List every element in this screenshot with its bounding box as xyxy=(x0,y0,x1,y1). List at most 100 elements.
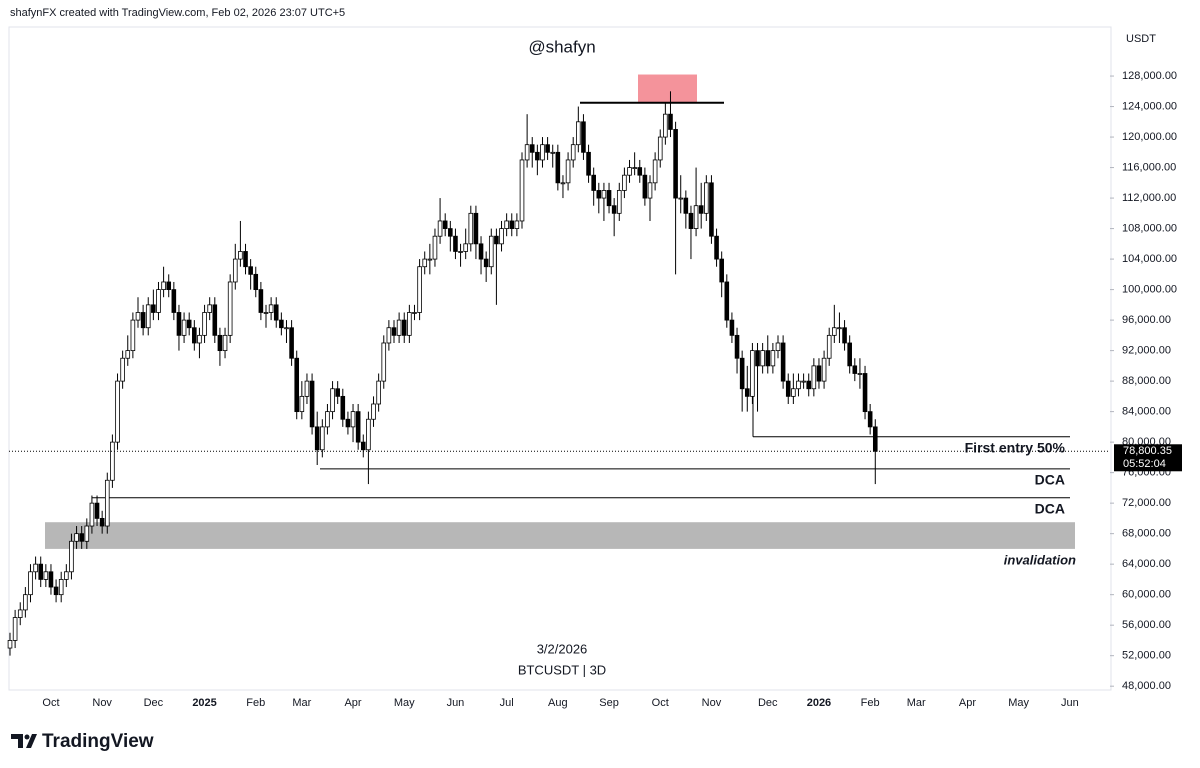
candle-body xyxy=(110,441,115,481)
candle-body xyxy=(791,388,796,397)
y-unit: USDT xyxy=(1126,33,1156,45)
invalidation-zone xyxy=(45,522,1075,549)
y-tick-label: 48,000.00 xyxy=(1122,680,1171,692)
x-tick-label: Mar xyxy=(292,697,311,709)
candle-body xyxy=(74,533,79,542)
candle-body xyxy=(432,235,438,260)
candle-body xyxy=(576,121,581,146)
y-tick-label: 88,000.00 xyxy=(1122,375,1171,387)
candle-body xyxy=(586,151,591,176)
y-tick-label: 128,000.00 xyxy=(1122,70,1177,82)
y-tick-label: 112,000.00 xyxy=(1122,192,1176,204)
level-label: DCA xyxy=(1035,501,1065,517)
candle-body xyxy=(734,334,740,359)
candle-body xyxy=(570,144,576,161)
candle-body xyxy=(683,197,689,214)
candle-body xyxy=(837,327,842,330)
candle-body xyxy=(581,121,586,153)
chart-title: @shafyn xyxy=(528,37,595,56)
candle-body xyxy=(453,235,458,252)
candle-body xyxy=(340,395,346,420)
candle-body xyxy=(832,327,837,336)
candle-body xyxy=(821,357,827,382)
candle-body xyxy=(181,319,187,336)
y-tick-label: 52,000.00 xyxy=(1122,650,1171,662)
y-tick-label: 96,000.00 xyxy=(1122,314,1171,326)
candle-body xyxy=(345,418,351,428)
candle-body xyxy=(222,334,228,352)
candle-body xyxy=(33,563,38,573)
candle-body xyxy=(58,579,64,596)
candle-body xyxy=(217,334,223,352)
candle-body xyxy=(862,373,868,413)
candle-body xyxy=(350,411,356,428)
candle-body xyxy=(335,388,340,397)
x-tick-label: Dec xyxy=(144,697,164,709)
candle-body xyxy=(842,327,847,344)
y-tick-label: 104,000.00 xyxy=(1122,253,1177,265)
candle-body xyxy=(166,281,172,290)
candle-body xyxy=(847,342,852,367)
candle-body xyxy=(386,327,392,344)
candle-body xyxy=(826,334,832,359)
candle-body xyxy=(284,327,289,330)
candle-body xyxy=(663,113,668,138)
candle-body xyxy=(401,319,407,336)
candle-body xyxy=(227,281,233,336)
y-tick-label: 92,000.00 xyxy=(1122,345,1171,357)
candle-body xyxy=(744,388,750,397)
candle-body xyxy=(304,380,310,397)
candle-body xyxy=(473,212,479,245)
candle-body xyxy=(125,350,131,359)
zone-label: invalidation xyxy=(1004,552,1076,567)
candle-body xyxy=(273,304,279,321)
candle-body xyxy=(442,220,448,229)
logo: TradingView xyxy=(11,731,154,752)
candle-body xyxy=(176,312,182,336)
candle-body xyxy=(294,357,300,413)
candle-body xyxy=(289,327,294,359)
candle-body xyxy=(529,144,535,153)
candle-body xyxy=(115,380,120,443)
candle-body xyxy=(755,350,760,367)
candle-body xyxy=(355,411,361,443)
x-tick-label: 2025 xyxy=(192,697,216,709)
supply-zone xyxy=(638,74,697,103)
x-tick-label: Feb xyxy=(861,697,880,709)
candle-body xyxy=(309,380,315,428)
candle-body xyxy=(412,312,417,314)
x-tick-label: Apr xyxy=(344,697,361,709)
candle-body xyxy=(186,319,192,329)
candle-body xyxy=(555,151,561,184)
candle-body xyxy=(668,113,673,130)
x-tick-label: Nov xyxy=(92,697,112,709)
candle-body xyxy=(596,190,602,199)
candle-body xyxy=(652,159,658,184)
date-watermark: 3/2/2026 xyxy=(537,641,588,656)
candle-body xyxy=(376,380,381,405)
plot-frame xyxy=(8,26,1112,691)
x-tick-label: Oct xyxy=(42,697,59,709)
candle-body xyxy=(478,243,484,260)
candle-body xyxy=(468,212,474,245)
candle-body xyxy=(693,205,699,229)
candle-body xyxy=(448,228,453,237)
candle-body xyxy=(775,342,781,352)
x-tick-label: Dec xyxy=(758,697,778,709)
candle-body xyxy=(494,235,499,245)
candle-body xyxy=(268,304,274,313)
last-price-label: 78,800.35 xyxy=(1123,445,1172,457)
candle-body xyxy=(622,174,627,191)
candle-body xyxy=(785,380,791,397)
x-tick-label: Sep xyxy=(599,697,619,709)
candle-body xyxy=(504,220,509,229)
candle-body xyxy=(248,266,253,275)
candle-body xyxy=(857,373,863,375)
candle-body xyxy=(714,235,719,260)
candle-body xyxy=(606,190,612,207)
candle-body xyxy=(371,403,376,420)
x-tick-label: Nov xyxy=(702,697,722,709)
y-tick-label: 124,000.00 xyxy=(1122,100,1177,112)
candle-body xyxy=(760,350,765,367)
